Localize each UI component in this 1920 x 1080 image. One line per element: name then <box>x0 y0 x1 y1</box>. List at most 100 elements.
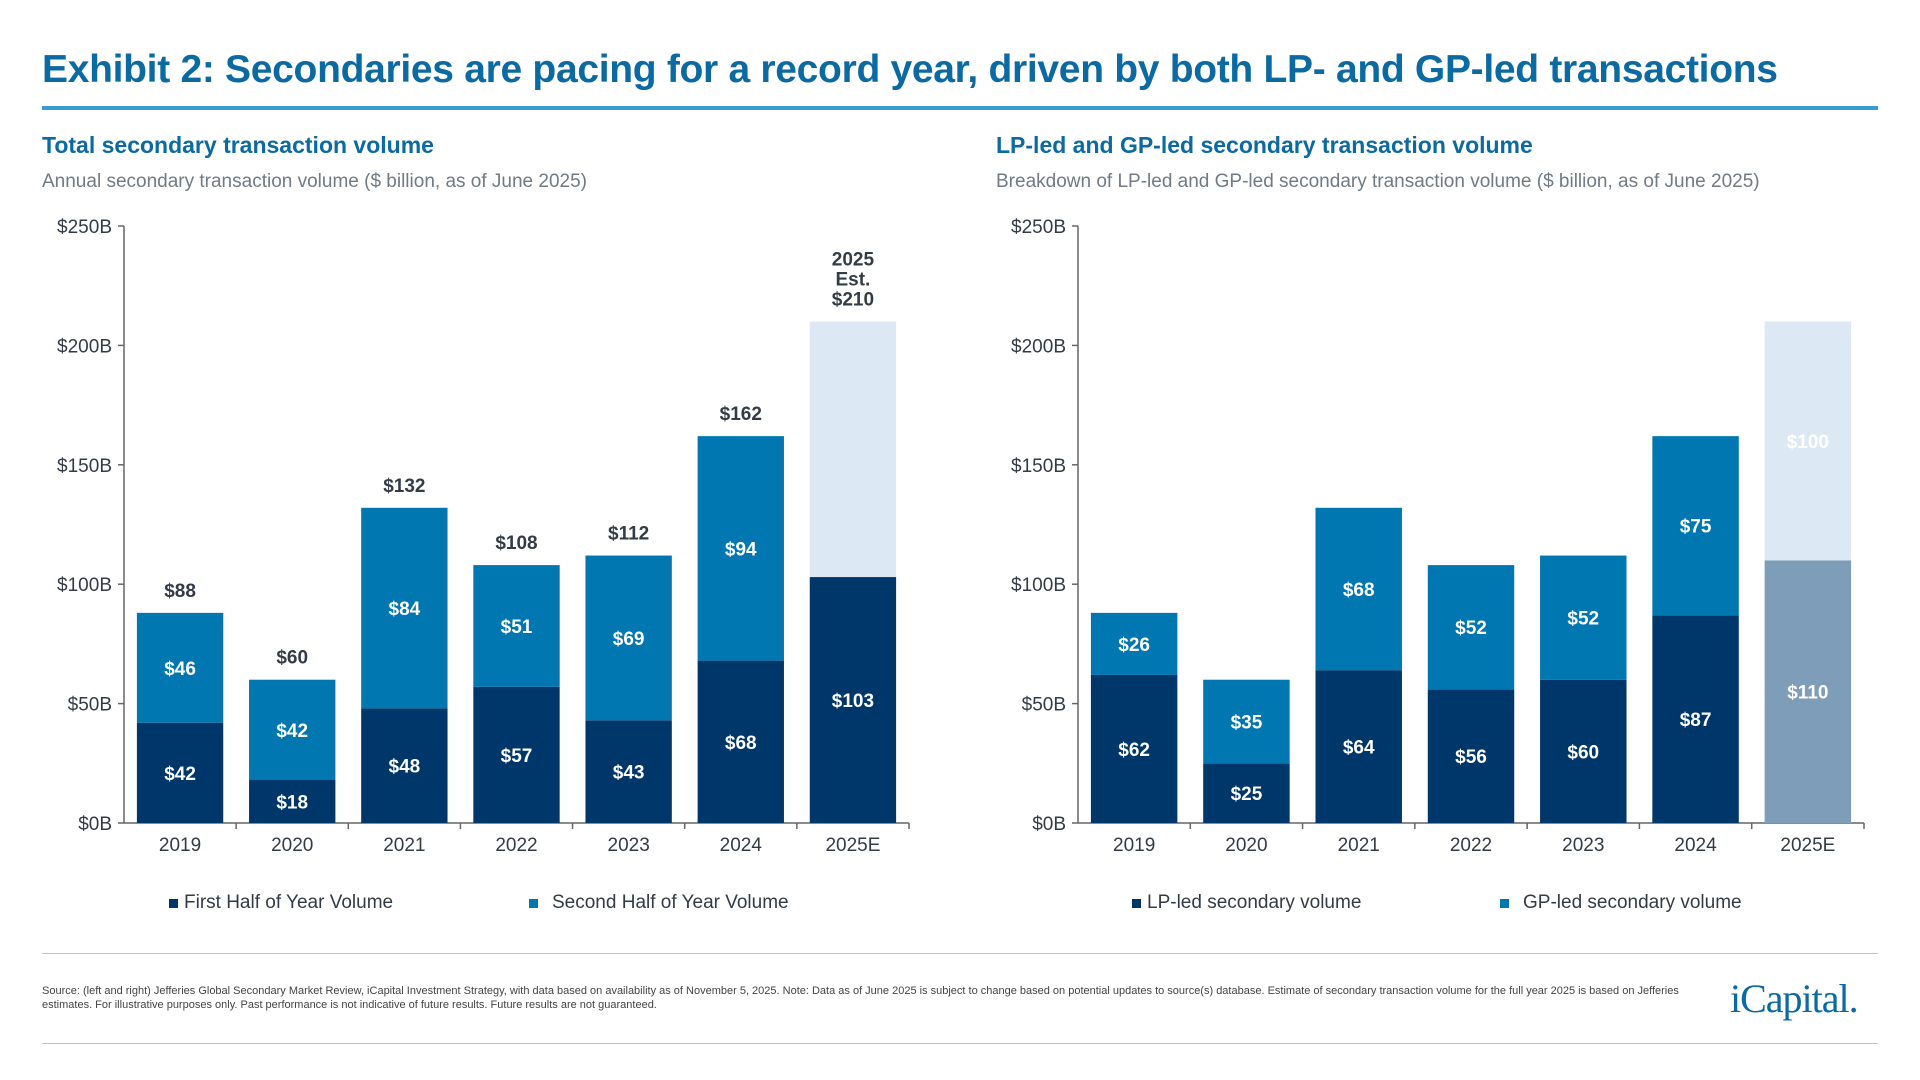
data-label: $26 <box>1118 635 1150 656</box>
bar-segment <box>809 577 897 823</box>
data-label: $25 <box>1231 784 1263 805</box>
x-tick-label: 2020 <box>271 835 313 856</box>
bar-segment <box>1203 763 1290 823</box>
right-chart-subtitle: Breakdown of LP-led and GP-led secondary… <box>996 171 1760 192</box>
x-tick-label: 2020 <box>1225 835 1267 856</box>
data-label: $35 <box>1231 713 1263 734</box>
total-label: $210 <box>832 290 874 311</box>
legend-swatch <box>1500 898 1509 908</box>
bar-segment <box>1315 507 1402 671</box>
legend-item-second-half: Second Half of Year Volume <box>529 892 789 914</box>
data-label: $100 <box>1787 432 1829 453</box>
bar-segment <box>136 722 224 823</box>
total-label: $88 <box>164 581 196 602</box>
data-label: $68 <box>725 733 757 754</box>
y-tick-label: $0B <box>78 814 112 835</box>
y-tick-label: $100B <box>1011 575 1066 596</box>
y-tick-label: $150B <box>1011 456 1066 477</box>
data-label: $48 <box>389 757 421 778</box>
bar-segment <box>1090 612 1178 675</box>
bar-segment <box>1427 565 1515 690</box>
x-tick-label: 2022 <box>1450 835 1492 856</box>
x-tick-label: 2025E <box>1780 835 1835 856</box>
bar-segment <box>1427 689 1515 823</box>
y-tick-label: $250B <box>57 217 112 238</box>
bar-segment <box>585 555 672 721</box>
data-label: $56 <box>1455 747 1487 768</box>
legend-item-gp-led: GP-led secondary volume <box>1500 892 1742 914</box>
y-tick-label: $200B <box>57 336 112 357</box>
data-label: $51 <box>501 617 533 638</box>
data-label: $94 <box>725 539 757 560</box>
bar-segment <box>1203 679 1290 764</box>
total-label: $112 <box>608 524 649 545</box>
x-tick-label: 2022 <box>495 835 537 856</box>
right-chart-title: LP-led and GP-led secondary transaction … <box>996 132 1533 158</box>
data-label: $57 <box>501 746 533 767</box>
bar-segment <box>1764 560 1852 823</box>
data-label: $64 <box>1343 738 1375 759</box>
bottom-divider <box>42 1043 1878 1044</box>
page-title: Exhibit 2: Secondaries are pacing for a … <box>42 48 1778 91</box>
y-tick-label: $0B <box>1032 814 1066 835</box>
bar-segment <box>473 565 560 687</box>
bar-segment <box>249 679 336 781</box>
data-label: $103 <box>832 691 874 712</box>
left-chart-subtitle: Annual secondary transaction volume ($ b… <box>42 171 587 192</box>
bar-segment <box>697 660 784 823</box>
data-label: $110 <box>1787 683 1828 704</box>
bar-segment <box>361 708 448 823</box>
total-label: $108 <box>495 533 537 554</box>
bar-segment <box>473 686 560 823</box>
y-tick-label: $250B <box>1011 217 1066 238</box>
bar-segment <box>249 780 336 823</box>
bar-segment <box>1090 674 1178 823</box>
bar-segment <box>1540 555 1627 680</box>
source-note: Source: (left and right) Jefferies Globa… <box>42 985 1679 1011</box>
legend-swatch <box>1132 898 1141 908</box>
total-label: Est. <box>835 270 870 291</box>
bar-segment <box>1764 321 1852 561</box>
data-label: $68 <box>1343 580 1375 601</box>
total-label: $132 <box>383 476 425 497</box>
x-tick-label: 2021 <box>1338 835 1380 856</box>
data-label: $52 <box>1567 609 1599 630</box>
data-label: $46 <box>164 659 196 680</box>
legend-swatch <box>169 898 178 908</box>
legend-label: First Half of Year Volume <box>184 892 394 913</box>
icapital-logo: iCapital. <box>1730 976 1859 1021</box>
bar-segment <box>697 436 784 661</box>
title-rule <box>42 106 1878 110</box>
legend-label: Second Half of Year Volume <box>552 892 789 913</box>
bar-segment <box>1540 679 1627 823</box>
data-label: $42 <box>164 764 196 785</box>
bar-segment <box>809 321 897 578</box>
legend-label: LP-led secondary volume <box>1147 892 1362 913</box>
data-label: $18 <box>276 793 308 814</box>
y-tick-label: $50B <box>68 695 112 716</box>
legend-item-first-half: First Half of Year Volume <box>169 892 393 914</box>
left-chart-title: Total secondary transaction volume <box>42 132 434 158</box>
y-tick-label: $200B <box>1011 336 1066 357</box>
total-label: $162 <box>720 404 762 425</box>
data-label: $43 <box>613 763 645 784</box>
x-tick-label: 2023 <box>608 835 650 856</box>
bar-segment <box>136 612 224 723</box>
x-tick-label: 2025E <box>825 835 880 856</box>
data-label: $62 <box>1118 740 1150 761</box>
data-label: $69 <box>613 629 645 650</box>
data-label: $84 <box>389 599 421 620</box>
legend-label: GP-led secondary volume <box>1523 892 1742 913</box>
legend-swatch <box>529 898 538 908</box>
x-tick-label: 2023 <box>1562 835 1604 856</box>
data-label: $42 <box>276 721 308 742</box>
bar-segment <box>585 720 672 823</box>
x-tick-label: 2024 <box>720 835 763 856</box>
y-tick-label: $50B <box>1022 695 1066 716</box>
y-tick-label: $100B <box>57 575 112 596</box>
y-tick-label: $150B <box>57 456 112 477</box>
data-label: $75 <box>1680 517 1712 538</box>
bar-segment <box>1652 436 1739 616</box>
total-label: 2025 <box>832 250 875 271</box>
